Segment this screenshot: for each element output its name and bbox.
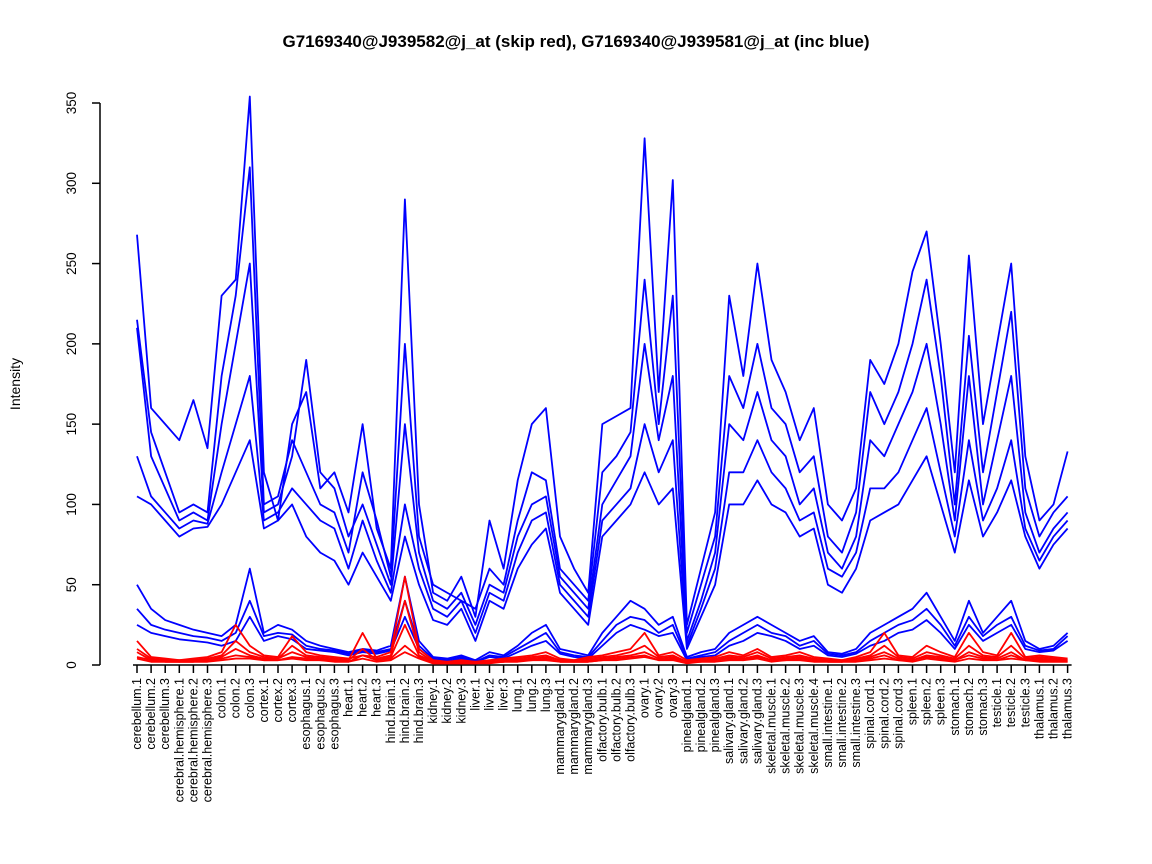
- x-tick-label: skeletal.muscle.1: [765, 678, 779, 774]
- x-tick-label: spinal.cord.1: [863, 678, 877, 749]
- y-tick-label: 100: [64, 493, 79, 516]
- x-tick-label: colon.2: [229, 678, 243, 718]
- x-tick-label: ovary.3: [666, 678, 680, 718]
- x-tick-label: cortex.2: [271, 678, 285, 723]
- y-tick-label: 50: [64, 577, 79, 592]
- series-line-inc.probe.7: [136, 599, 1069, 663]
- x-tick-label: pinealgland.2: [694, 678, 708, 752]
- x-tick-label: spinal.cord.3: [891, 678, 905, 749]
- x-tick-label: spleen.1: [906, 678, 920, 725]
- x-tick-labels: cerebellum.1 cerebellum.2 cerebellum.3 cere…: [130, 678, 1075, 802]
- x-tick-label: testicle.1: [990, 678, 1004, 727]
- x-tick-label: olfactory.bulb.3: [624, 678, 638, 762]
- x-tick-label: skeletal.muscle.4: [807, 678, 821, 774]
- x-tick-label: stomach.3: [976, 678, 990, 736]
- x-tick-label: mammarygland.3: [581, 678, 595, 775]
- x-tick-label: lung.1: [511, 678, 525, 712]
- x-tick-label: testicle.2: [1004, 678, 1018, 727]
- x-tick-label: cerebral.hemisphere.2: [186, 678, 200, 802]
- x-tick-label: colon.3: [243, 678, 257, 718]
- x-tick-label: stomach.2: [962, 678, 976, 736]
- series-lines: [136, 95, 1069, 665]
- series-line-inc.probe.1: [136, 95, 1069, 626]
- x-tick-label: small.intestine.2: [835, 678, 849, 768]
- x-tick-label: esophagus.2: [313, 678, 327, 750]
- x-tick-label: ovary.1: [638, 678, 652, 718]
- series-line-skip.probe.5: [136, 651, 1068, 665]
- axes: [92, 102, 1072, 673]
- x-tick-label: kidney.1: [426, 678, 440, 724]
- x-tick-label: cerebellum.1: [130, 678, 144, 750]
- x-tick-label: mammarygland.2: [567, 678, 581, 775]
- x-tick-label: hind.brain.1: [384, 678, 398, 743]
- x-tick-label: pinealgland.3: [708, 678, 722, 752]
- x-tick-label: skeletal.muscle.3: [793, 678, 807, 774]
- x-tick-label: thalamus.3: [1061, 678, 1075, 739]
- x-tick-label: esophagus.3: [327, 678, 341, 750]
- x-tick-label: esophagus.1: [299, 678, 313, 750]
- x-tick-label: heart.2: [356, 678, 370, 717]
- x-tick-label: skeletal.muscle.2: [779, 678, 793, 774]
- series-line-inc.probe.5: [136, 439, 1069, 650]
- x-tick-label: kidney.2: [440, 678, 454, 724]
- x-tick-label: cerebellum.3: [158, 678, 172, 750]
- x-tick-label: kidney.3: [454, 678, 468, 724]
- x-tick-label: small.intestine.3: [849, 678, 863, 768]
- x-tick-label: ovary.2: [652, 678, 666, 718]
- x-tick-label: olfactory.bulb.1: [595, 678, 609, 762]
- series-line-inc.probe.8: [136, 615, 1069, 663]
- x-tick-label: cerebellum.2: [144, 678, 158, 750]
- x-tick-label: liver.3: [497, 678, 511, 711]
- y-tick-label: 0: [64, 661, 79, 669]
- x-tick-label: cerebral.hemisphere.1: [172, 678, 186, 802]
- y-tick-label: 250: [64, 252, 79, 275]
- x-tick-label: small.intestine.1: [821, 678, 835, 768]
- y-tick-labels: 0 50 100 150 200 250 300 350: [64, 92, 79, 669]
- chart-title: G7169340@J939582@j_at (skip red), G71693…: [282, 32, 870, 51]
- series-line-inc.probe.4: [136, 375, 1069, 647]
- y-tick-label: 300: [64, 172, 79, 195]
- x-tick-label: olfactory.bulb.2: [609, 678, 623, 762]
- y-tick-label: 200: [64, 333, 79, 356]
- x-tick-label: spleen.3: [934, 678, 948, 725]
- series-line-inc.probe.6: [136, 567, 1069, 662]
- series-line-inc.probe.3: [136, 262, 1069, 642]
- series-line-skip.probe.1: [136, 575, 1068, 663]
- x-tick-label: hind.brain.2: [398, 678, 412, 743]
- x-tick-label: colon.1: [215, 678, 229, 718]
- x-tick-label: mammarygland.1: [553, 678, 567, 775]
- x-tick-label: heart.1: [342, 678, 356, 717]
- x-tick-label: cortex.3: [285, 678, 299, 723]
- y-tick-label: 150: [64, 413, 79, 436]
- x-tick-label: cortex.1: [257, 678, 271, 723]
- x-tick-label: heart.3: [370, 678, 384, 717]
- x-tick-label: spleen.2: [920, 678, 934, 725]
- x-tick-label: thalamus.1: [1032, 678, 1046, 739]
- x-tick-label: lung.2: [525, 678, 539, 712]
- x-tick-label: liver.1: [468, 678, 482, 711]
- x-tick-label: pinealgland.1: [680, 678, 694, 752]
- x-tick-label: salivary.gland.3: [750, 678, 764, 764]
- x-tick-label: liver.2: [483, 678, 497, 711]
- x-tick-label: cerebral.hemisphere.3: [201, 678, 215, 802]
- x-tick-label: thalamus.2: [1047, 678, 1061, 739]
- series-line-inc.probe.2: [136, 166, 1069, 634]
- y-tick-label: 350: [64, 92, 79, 115]
- y-axis-title: Intensity: [7, 358, 23, 410]
- x-tick-label: spinal.cord.2: [877, 678, 891, 749]
- x-tick-label: testicle.3: [1018, 678, 1032, 727]
- x-tick-label: lung.3: [539, 678, 553, 712]
- x-tick-label: hind.brain.3: [412, 678, 426, 743]
- x-tick-label: salivary.gland.2: [736, 678, 750, 764]
- x-tick-label: salivary.gland.1: [722, 678, 736, 764]
- series-line-skip.probe.2: [136, 599, 1068, 663]
- x-tick-label: stomach.1: [948, 678, 962, 736]
